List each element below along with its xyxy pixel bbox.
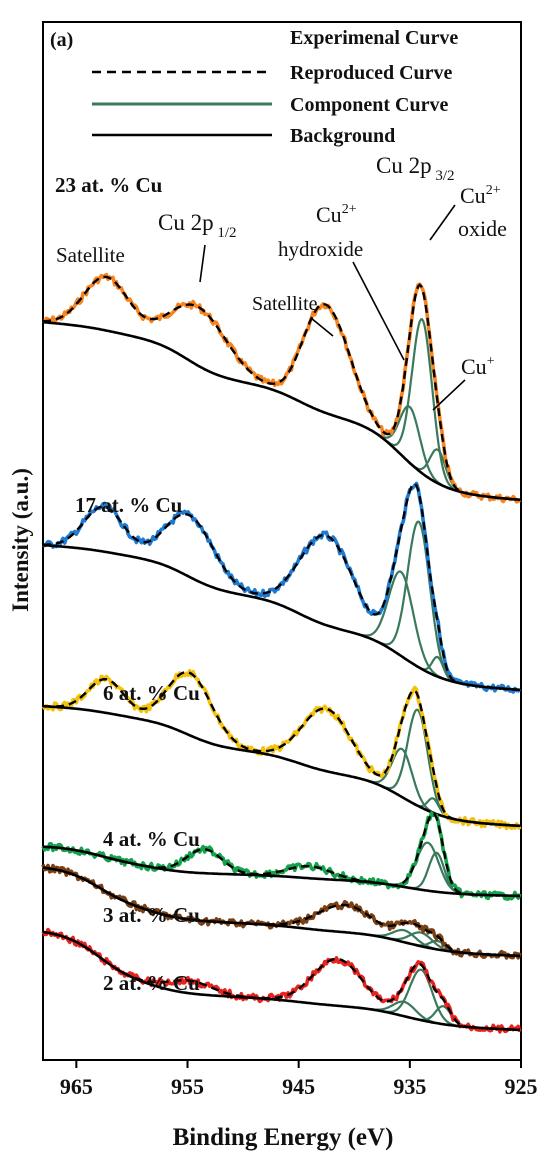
annotation-oxide-b: oxide [458,216,507,241]
background-curve-23 [42,320,521,502]
annotation-cu2p32: Cu 2p 3/2 [376,153,455,184]
annotation-cuplus: Cu+ [461,354,495,379]
background-curve-17 [42,543,520,692]
spectrum-label-23: 23 at. % Cu [55,173,163,197]
annotation-cu2p12-text: Cu 2p [158,210,214,235]
annotation-cu2p12: Cu 2p 1/2 [158,210,237,241]
x-tick-label-955: 955 [171,1074,204,1099]
legend-label-background: Background [290,125,395,147]
plot-frame [42,21,522,1061]
background-curve-6 [42,704,520,828]
pointer-cu2p12 [199,244,206,283]
x-tick-label-935: 935 [393,1074,426,1099]
legend: Experimenal Curve Reproduced Curve Compo… [92,27,458,147]
spectrum-label-3: 3 at. % Cu [103,903,200,927]
annotation-satellite-left: Satellite [56,243,125,267]
annotation-hydroxide-a: Cu2+ [316,202,357,227]
annotation-cu2p32-text: Cu 2p [376,153,432,178]
reproduced-curve-6 [42,670,520,827]
background-curve-2 [42,930,520,1032]
legend-label-reproduced: Reproduced Curve [290,62,453,84]
spectrum-label-2: 2 at. % Cu [103,971,200,995]
annotation-hydroxide-sup: 2+ [342,202,357,217]
component-curve-23-4 [381,318,462,493]
background-curve-3 [42,866,520,958]
reproduced-curve-3 [42,866,520,958]
reproduced-curve-23 [42,275,521,501]
pointer-cuplus [432,379,466,411]
pointer-hydroxide [352,261,405,361]
legend-label-component: Component Curve [290,94,448,116]
annotation-hydroxide-b: hydroxide [278,237,363,261]
x-tick-label-925: 925 [505,1074,538,1099]
x-tick-label-945: 945 [282,1074,315,1099]
y-axis-label: Intensity (a.u.) [8,468,33,612]
annotation-oxide-sup: 2+ [486,183,501,198]
reproduced-curve-2 [42,930,520,1032]
annotation-cu2p32-sub: 3/2 [432,168,455,184]
x-tick-label-965: 965 [60,1074,93,1099]
spectrum-label-17: 17 at. % Cu [75,493,183,517]
legend-label-experimental: Experimenal Curve [290,27,458,49]
spectra-layer [41,272,522,1034]
panel-label: (a) [50,29,73,51]
component-curve-23-5 [369,405,450,490]
annotation-cu2p12-sub: 1/2 [214,225,237,241]
annotation-satellite-right: Satellite [252,293,318,315]
peak-annotations: Cu 2p 3/2 Cu 2p 1/2 Satellite Satellite … [56,153,507,411]
component-curve-17-3 [351,570,450,682]
annotation-cuplus-sup: + [487,354,495,369]
spectrum-label-4: 4 at. % Cu [103,827,200,851]
annotation-oxide-a: Cu2+ [460,183,501,208]
background-curve-4 [42,845,520,898]
spectrum-label-6: 6 at. % Cu [103,681,200,705]
x-axis-label: Binding Energy (eV) [173,1124,394,1151]
reproduced-curve-17 [43,482,520,691]
x-axis-ticks: 965 955 945 935 925 [60,1060,538,1099]
component-curve-2-3 [376,968,465,1028]
pointer-oxide [429,204,456,241]
pointer-satellite [310,317,334,337]
